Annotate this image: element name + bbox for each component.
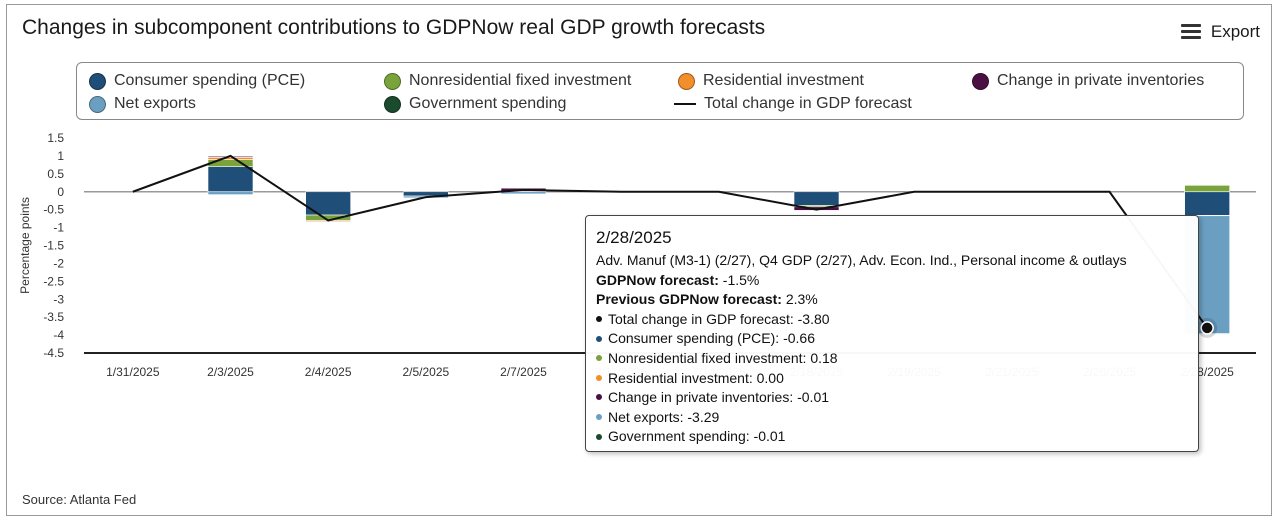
tooltip-item-nonresidential: Nonresidential fixed investment: 0.18 <box>596 349 1188 369</box>
legend-swatch-inventories <box>972 72 989 90</box>
export-button[interactable]: Export <box>1180 22 1260 42</box>
bar-segment <box>1184 185 1230 193</box>
tooltip-item-text: Net exports: -3.29 <box>608 408 720 425</box>
legend-item-residential[interactable]: Residential investment <box>678 72 864 90</box>
tooltip-item-text: Consumer spending (PCE): -0.66 <box>608 330 815 347</box>
y-tick-label: 0.5 <box>47 167 64 181</box>
legend-label-inventories: Change in private inventories <box>997 72 1205 89</box>
y-tick-label: -4 <box>53 328 64 342</box>
bar-segment <box>207 166 254 193</box>
tooltip-forecast-label: GDPNow forecast: <box>596 271 719 288</box>
y-tick-label: -3 <box>53 292 64 306</box>
tooltip-forecast: GDPNow forecast: -1.5% <box>596 271 1188 291</box>
y-tick-label: -3.5 <box>43 310 64 324</box>
chart-legend: Consumer spending (PCE) Nonresidential f… <box>76 62 1244 120</box>
legend-label-nonresidential: Nonresidential fixed investment <box>409 72 632 89</box>
tooltip-item-total: Total change in GDP forecast: -3.80 <box>596 310 1188 330</box>
y-tick-label: -1.5 <box>43 239 64 253</box>
bar-segment <box>500 191 547 195</box>
tooltip-dot-icon <box>596 335 602 342</box>
y-tick-label: -2 <box>53 256 64 270</box>
tooltip-dot-icon <box>596 316 602 323</box>
tooltip: 2/28/2025 Adv. Manuf (M3-1) (2/27), Q4 G… <box>585 215 1199 452</box>
tooltip-dot-icon <box>596 394 602 401</box>
x-tick-label: 1/31/2025 <box>106 365 160 379</box>
legend-item-government[interactable]: Government spending <box>384 95 566 113</box>
x-tick-label: 2/7/2025 <box>500 365 547 379</box>
y-tick-label: -4.5 <box>43 346 64 360</box>
tooltip-item-inventories: Change in private inventories: -0.01 <box>596 388 1188 408</box>
legend-label-residential: Residential investment <box>703 72 864 89</box>
y-axis-title: Percentage points <box>18 197 32 294</box>
tooltip-item-text: Change in private inventories: -0.01 <box>608 389 830 406</box>
legend-item-total-change[interactable]: Total change in GDP forecast <box>674 95 912 113</box>
x-tick-label: 2/5/2025 <box>402 365 449 379</box>
tooltip-item-text: Nonresidential fixed investment: 0.18 <box>608 349 838 366</box>
tooltip-item-text: Residential investment: 0.00 <box>608 369 784 386</box>
total-point-marker <box>1200 321 1214 335</box>
y-tick-label: -2.5 <box>43 274 64 288</box>
chart-title: Changes in subcomponent contributions to… <box>22 16 766 39</box>
legend-swatch-residential <box>678 72 695 90</box>
source-note: Source: Atlanta Fed <box>22 492 137 507</box>
tooltip-prev-label: Previous GDPNow forecast: <box>596 291 782 308</box>
tooltip-item-pce: Consumer spending (PCE): -0.66 <box>596 329 1188 349</box>
tooltip-dot-icon <box>596 374 602 381</box>
tooltip-item-text: Total change in GDP forecast: -3.80 <box>608 310 830 327</box>
bar-segment <box>793 191 840 206</box>
legend-item-inventories[interactable]: Change in private inventories <box>972 72 1204 90</box>
tooltip-item-residential: Residential investment: 0.00 <box>596 369 1188 389</box>
tooltip-forecast-value: -1.5% <box>718 271 760 288</box>
legend-line-total-change <box>674 103 696 105</box>
tooltip-item-net-exports: Net exports: -3.29 <box>596 408 1188 428</box>
x-tick-label: 2/3/2025 <box>207 365 254 379</box>
tooltip-item-text: Government spending: -0.01 <box>608 428 786 445</box>
bar-segment <box>207 157 254 160</box>
y-tick-label: -0.5 <box>43 203 64 217</box>
menu-icon <box>1180 24 1201 40</box>
legend-swatch-nonresidential <box>384 72 401 90</box>
tooltip-previous: Previous GDPNow forecast: 2.3% <box>596 290 1188 310</box>
tooltip-prev-value: 2.3% <box>781 291 818 308</box>
y-tick-label: 1.5 <box>47 131 64 145</box>
tooltip-dot-icon <box>596 433 602 440</box>
x-tick-label: 2/4/2025 <box>305 365 352 379</box>
y-tick-label: 1 <box>57 149 64 163</box>
legend-label-total-change: Total change in GDP forecast <box>704 95 912 112</box>
y-tick-label: 0 <box>57 185 64 199</box>
legend-item-net-exports[interactable]: Net exports <box>89 95 196 113</box>
export-label: Export <box>1210 22 1260 41</box>
tooltip-dot-icon <box>596 355 602 362</box>
legend-item-nonresidential[interactable]: Nonresidential fixed investment <box>384 72 631 90</box>
legend-swatch-pce <box>89 72 106 90</box>
legend-swatch-net-exports <box>89 95 106 113</box>
tooltip-date: 2/28/2025 <box>596 228 672 247</box>
legend-item-pce[interactable]: Consumer spending (PCE) <box>89 72 305 90</box>
legend-label-net-exports: Net exports <box>114 95 196 112</box>
bar-segment <box>1184 191 1230 216</box>
legend-swatch-government <box>384 95 401 113</box>
tooltip-item-government: Government spending: -0.01 <box>596 427 1188 447</box>
total-change-line <box>132 154 1208 329</box>
y-tick-label: -1 <box>53 221 64 235</box>
bar-segment <box>207 191 254 195</box>
tooltip-releases: Adv. Manuf (M3-1) (2/27), Q4 GDP (2/27),… <box>596 252 1127 268</box>
legend-label-government: Government spending <box>409 95 567 112</box>
legend-label-pce: Consumer spending (PCE) <box>114 72 306 89</box>
tooltip-dot-icon <box>596 414 602 421</box>
bar-segment <box>305 191 351 216</box>
bar-segment <box>305 221 351 223</box>
